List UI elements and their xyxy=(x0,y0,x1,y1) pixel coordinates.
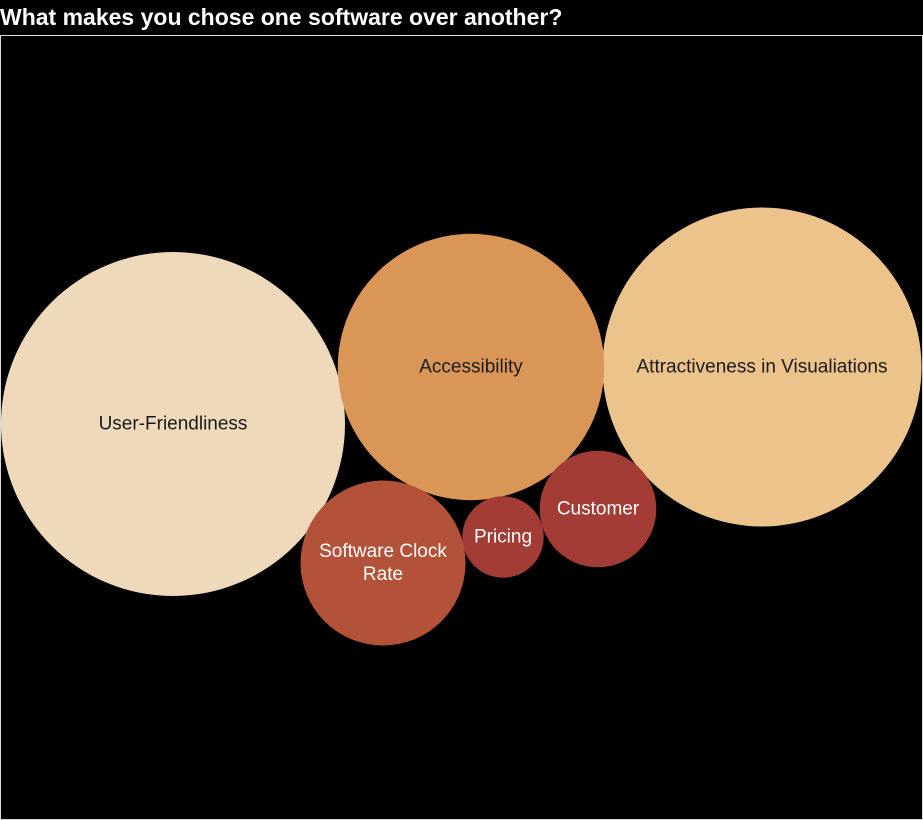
bubble-label-pricing: Pricing xyxy=(474,527,532,548)
bubble-circle-pricing xyxy=(462,496,544,578)
bubble-attractiveness-in-visualiations: Attractiveness in Visualiations xyxy=(602,207,922,527)
bubble-accessibility: Accessibility xyxy=(337,233,605,501)
bubble-pricing: Pricing xyxy=(462,496,544,578)
bubble-circle-user-friendliness xyxy=(1,252,345,596)
bubble-label-accessibility: Accessibility xyxy=(419,357,523,378)
bubble-circle-customer xyxy=(539,450,657,568)
bubble-label-software-clock-rate: Software Clock xyxy=(319,541,447,562)
bubble-circle-accessibility xyxy=(337,233,605,501)
chart-title: What makes you chose one software over a… xyxy=(0,4,563,30)
bubble-label-software-clock-rate: Rate xyxy=(363,564,403,585)
bubble-customer: Customer xyxy=(539,450,657,568)
bubble-label-customer: Customer xyxy=(557,499,640,520)
bubble-user-friendliness: User-Friendliness xyxy=(1,252,345,596)
bubble-label-user-friendliness: User-Friendliness xyxy=(99,414,248,435)
bubble-label-attractiveness-in-visualiations: Attractiveness in Visualiations xyxy=(637,357,888,378)
bubble-circle-software-clock-rate xyxy=(300,480,466,646)
bubble-circle-attractiveness-in-visualiations xyxy=(602,207,922,527)
